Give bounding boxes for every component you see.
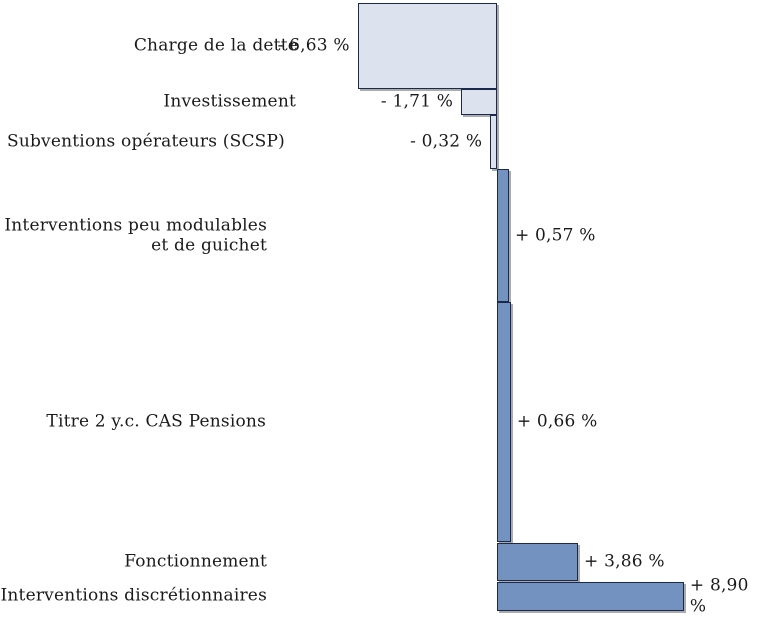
category-label-subventions-operateurs: Subventions opérateurs (SCSP) bbox=[6, 131, 285, 152]
bar-interventions-discretionnaires bbox=[497, 581, 684, 611]
category-label-interventions-discretionnaires: Interventions discrétionnaires bbox=[0, 585, 267, 606]
value-label-charge-de-la-dette: - 6,63 % bbox=[277, 35, 350, 56]
bar-fonctionnement bbox=[497, 542, 579, 581]
bar-titre-2-cas-pensions bbox=[497, 302, 511, 542]
category-label-fonctionnement: Fonctionnement bbox=[124, 551, 267, 572]
value-label-subventions-operateurs: - 0,32 % bbox=[410, 131, 483, 152]
category-label-charge-de-la-dette: Charge de la dette bbox=[133, 35, 298, 56]
bar-subventions-operateurs bbox=[490, 114, 497, 170]
category-label-titre-2-cas-pensions: Titre 2 y.c. CAS Pensions bbox=[46, 411, 266, 432]
value-label-interventions-peu-modulables: + 0,57 % bbox=[514, 225, 596, 246]
value-label-fonctionnement: + 3,86 % bbox=[584, 551, 665, 572]
value-label-investissement: - 1,71 % bbox=[380, 91, 454, 112]
category-label-interventions-peu-modulables: Interventions peu modulables et de guich… bbox=[4, 214, 267, 256]
bar-charge-de-la-dette bbox=[357, 3, 497, 90]
value-label-titre-2-cas-pensions: + 0,66 % bbox=[516, 411, 598, 432]
bar-interventions-peu-modulables bbox=[497, 169, 509, 302]
category-label-investissement: Investissement bbox=[163, 91, 296, 112]
bar-investissement bbox=[461, 89, 497, 115]
value-label-interventions-discretionnaires: + 8,90 % bbox=[689, 575, 749, 617]
